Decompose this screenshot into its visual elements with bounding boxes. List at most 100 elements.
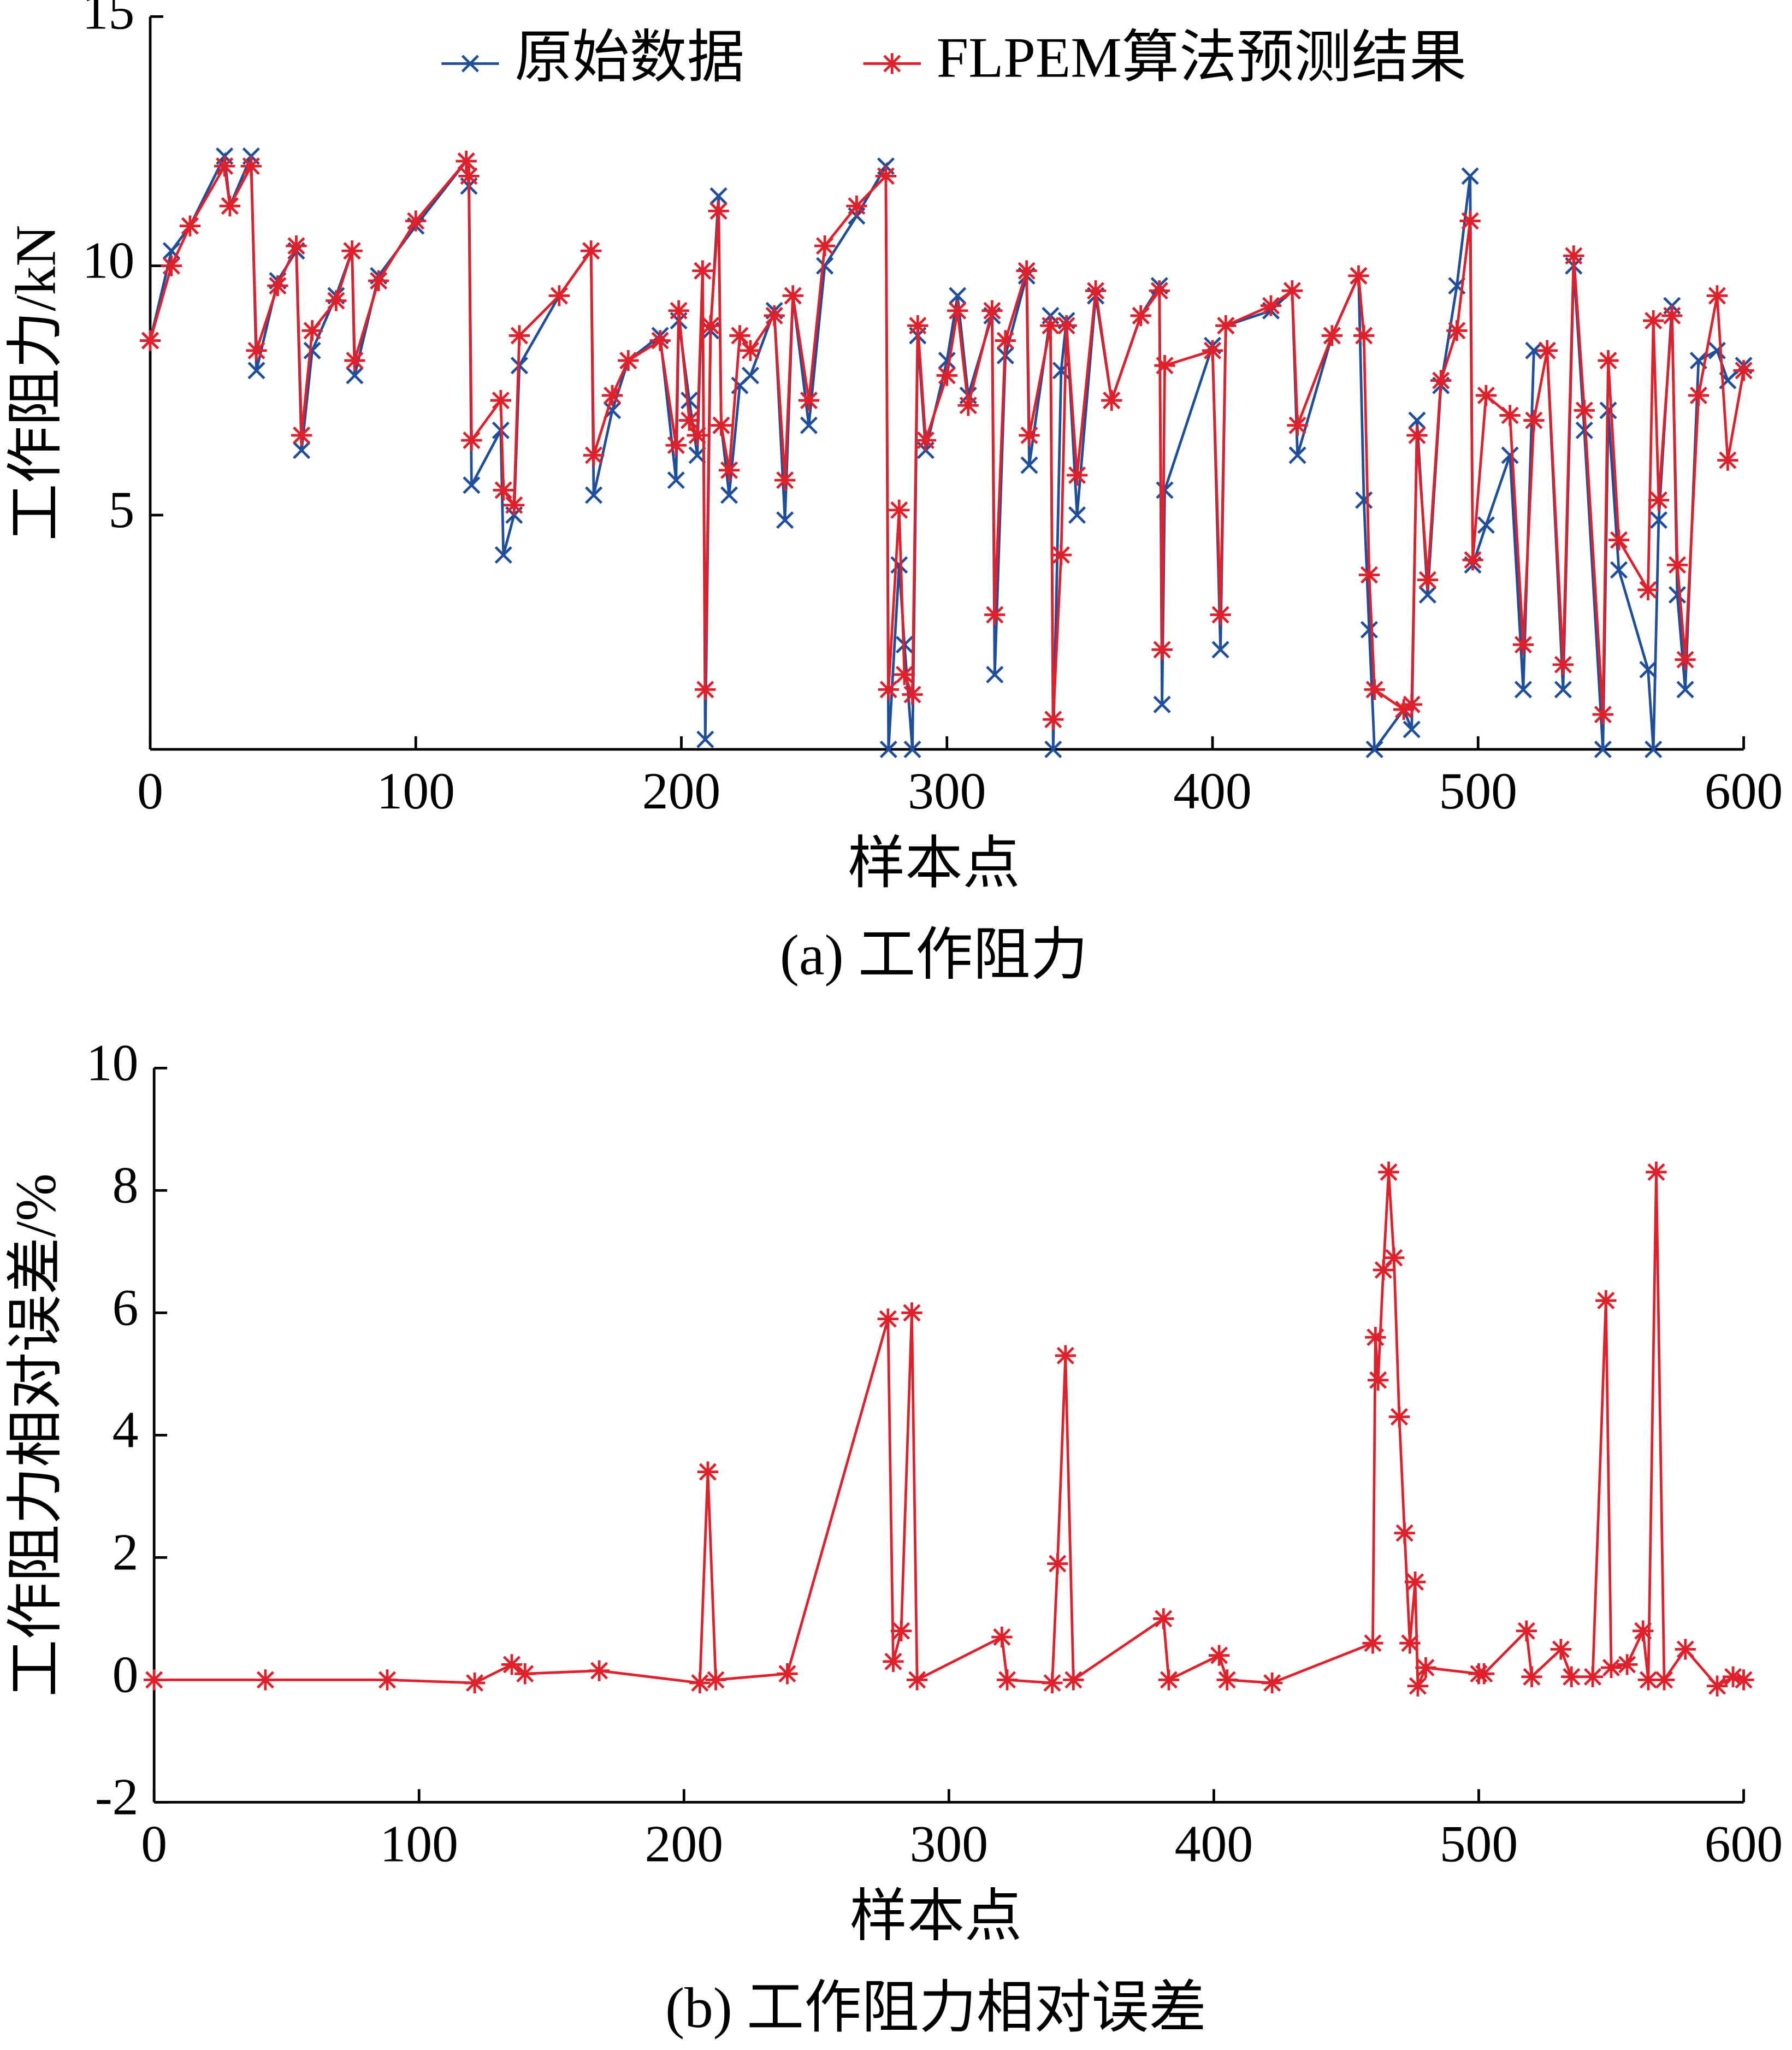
point-marker xyxy=(1592,704,1613,725)
point-marker xyxy=(293,441,311,459)
point-marker xyxy=(1477,516,1495,534)
point-marker xyxy=(1501,446,1519,464)
point-marker xyxy=(219,196,241,217)
x-tick-label: 100 xyxy=(380,1815,458,1872)
point-marker xyxy=(1040,315,1061,336)
point-marker xyxy=(1208,1645,1230,1666)
point-marker xyxy=(1610,561,1628,579)
point-marker xyxy=(461,429,482,451)
point-marker xyxy=(344,350,365,371)
point-marker xyxy=(1288,446,1306,464)
point-marker xyxy=(798,389,820,411)
point-marker xyxy=(764,305,785,327)
point-marker xyxy=(291,424,312,446)
point-marker xyxy=(1706,285,1728,306)
point-marker xyxy=(1085,280,1107,302)
point-marker xyxy=(995,330,1016,351)
point-marker xyxy=(991,1626,1013,1648)
point-marker xyxy=(1574,400,1595,421)
point-marker xyxy=(1066,464,1088,486)
point-marker xyxy=(1446,320,1468,341)
point-marker xyxy=(1154,355,1175,376)
point-marker xyxy=(1516,1620,1537,1641)
x-tick-label: 400 xyxy=(1175,1815,1253,1872)
point-marker xyxy=(984,604,1006,625)
point-marker xyxy=(1368,1369,1389,1391)
point-marker xyxy=(601,385,623,406)
x-tick-label: 400 xyxy=(1173,762,1251,820)
y-tick-label: -2 xyxy=(95,1768,139,1825)
point-marker xyxy=(1215,315,1237,336)
point-marker xyxy=(405,210,427,232)
point-marker xyxy=(1047,1553,1068,1574)
point-marker xyxy=(1608,529,1630,551)
point-marker xyxy=(1688,385,1709,406)
point-marker xyxy=(1362,1633,1383,1654)
point-marker xyxy=(1355,491,1373,509)
point-marker xyxy=(1582,1666,1604,1687)
y-tick-label: 5 xyxy=(108,481,134,539)
point-marker xyxy=(729,325,750,346)
point-marker xyxy=(1649,511,1667,529)
point-marker xyxy=(879,740,897,758)
point-marker xyxy=(665,435,687,456)
point-marker xyxy=(1616,1654,1638,1675)
point-marker xyxy=(1383,1247,1405,1268)
point-marker xyxy=(240,155,262,177)
series-line xyxy=(154,1172,1744,1688)
point-marker xyxy=(689,1672,711,1694)
series-line xyxy=(149,151,1745,753)
y-tick-label: 8 xyxy=(113,1156,139,1214)
x-tick-label: 200 xyxy=(642,762,720,820)
point-marker xyxy=(1019,424,1040,446)
x-tick-label: 500 xyxy=(1440,1815,1518,1872)
point-marker xyxy=(1360,621,1378,639)
point-marker xyxy=(800,416,818,434)
point-marker xyxy=(687,424,708,446)
point-marker xyxy=(1202,340,1223,361)
point-marker xyxy=(1512,634,1534,655)
point-marker xyxy=(936,365,957,386)
point-marker xyxy=(490,389,511,411)
point-marker xyxy=(1675,1639,1696,1660)
point-marker xyxy=(1393,699,1415,720)
point-marker xyxy=(949,287,967,305)
y-tick-label: 10 xyxy=(86,1033,139,1091)
point-marker xyxy=(501,1654,523,1675)
point-marker xyxy=(981,300,1003,321)
point-marker xyxy=(1561,1666,1582,1687)
point-marker xyxy=(1474,1663,1495,1685)
point-marker xyxy=(996,1669,1018,1691)
point-marker xyxy=(846,196,867,217)
point-marker xyxy=(1216,1669,1238,1691)
point-marker xyxy=(346,367,364,385)
caption: (b) 工作阻力相对误差 xyxy=(665,1976,1207,2040)
point-marker xyxy=(458,166,480,187)
caption: (a) 工作阻力 xyxy=(780,923,1088,986)
point-marker xyxy=(894,664,915,686)
point-marker xyxy=(179,215,201,237)
point-marker xyxy=(1063,1669,1084,1691)
legend-marker xyxy=(461,55,479,73)
point-marker xyxy=(1130,305,1151,327)
point-marker xyxy=(1364,679,1385,700)
point-marker xyxy=(1348,265,1369,287)
point-marker xyxy=(1646,1161,1667,1183)
x-axis-label: 样本点 xyxy=(850,1884,1022,1948)
point-marker xyxy=(1430,370,1452,391)
point-marker xyxy=(705,1669,726,1691)
point-marker xyxy=(1016,260,1037,281)
point-marker xyxy=(1353,325,1375,346)
point-marker xyxy=(1550,1639,1571,1660)
y-axis-label: 工作阻力/kN xyxy=(4,225,68,541)
point-marker xyxy=(1394,1522,1415,1544)
point-marker xyxy=(301,320,323,341)
point-marker xyxy=(890,1620,912,1641)
point-marker xyxy=(1708,341,1726,359)
point-marker xyxy=(1388,1406,1410,1427)
point-marker xyxy=(1676,681,1694,699)
x-tick-label: 0 xyxy=(137,762,163,820)
point-marker xyxy=(709,187,728,205)
y-tick-label: 10 xyxy=(82,232,135,290)
point-marker xyxy=(1722,1666,1744,1687)
